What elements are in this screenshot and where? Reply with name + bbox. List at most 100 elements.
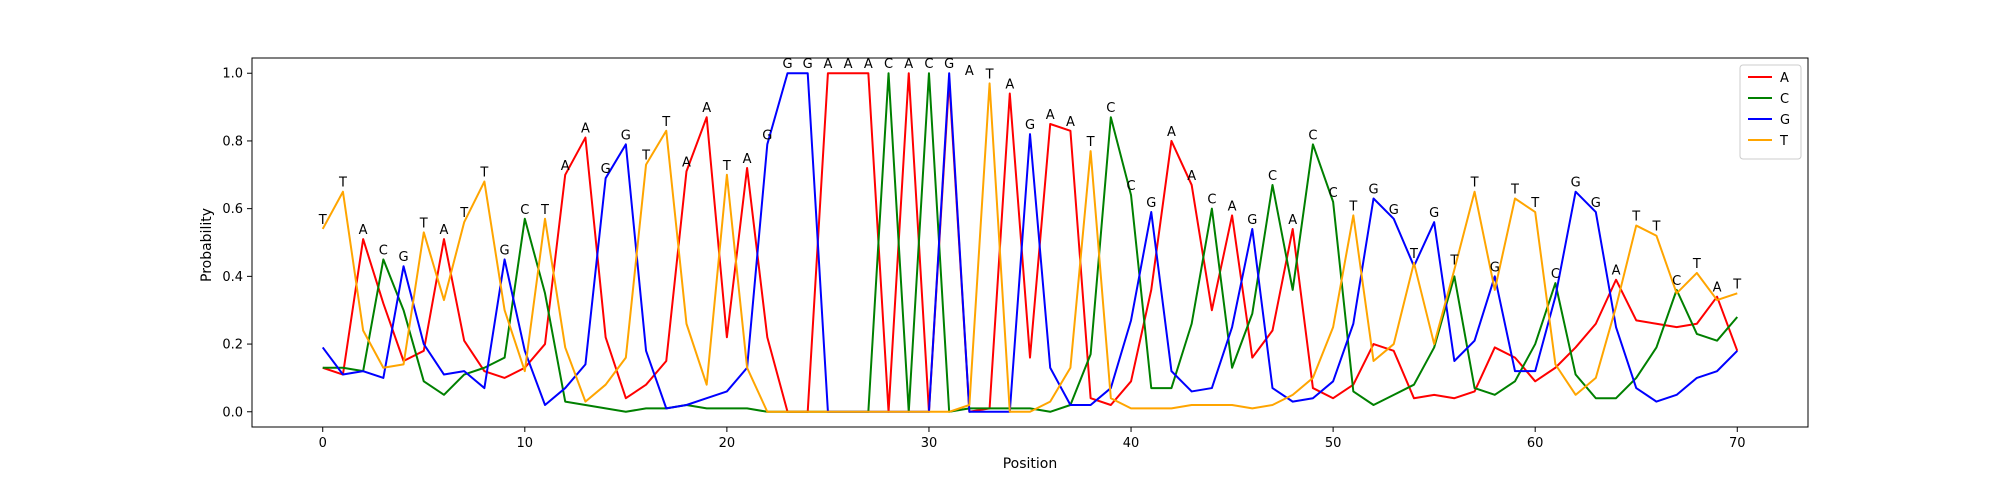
base-label-38: T xyxy=(1086,135,1095,150)
y-tick-label: 0.8 xyxy=(222,134,243,149)
x-tick-label: 70 xyxy=(1729,436,1746,451)
x-axis-label: Position xyxy=(1003,456,1058,472)
base-label-55: G xyxy=(1429,206,1439,221)
base-label-5: T xyxy=(419,216,428,231)
y-tick-label: 0.2 xyxy=(222,338,243,353)
base-label-28: C xyxy=(884,57,893,72)
base-label-25: A xyxy=(823,57,832,72)
base-label-62: G xyxy=(1571,176,1581,191)
base-label-32: A xyxy=(965,64,974,79)
base-label-30: C xyxy=(924,57,933,72)
base-label-53: G xyxy=(1389,203,1399,218)
base-label-43: A xyxy=(1187,169,1196,184)
base-label-50: C xyxy=(1329,186,1338,201)
base-label-51: T xyxy=(1348,199,1357,214)
y-tick-label: 0.0 xyxy=(222,405,243,420)
base-label-68: T xyxy=(1692,257,1701,272)
base-label-37: A xyxy=(1066,115,1075,130)
legend-label-g: G xyxy=(1780,113,1790,128)
x-tick-label: 50 xyxy=(1325,436,1342,451)
base-label-41: G xyxy=(1146,196,1156,211)
base-label-65: T xyxy=(1631,210,1640,225)
base-label-42: A xyxy=(1167,125,1176,140)
base-label-60: T xyxy=(1530,196,1539,211)
series-line-c xyxy=(322,72,1739,413)
base-label-9: G xyxy=(500,243,510,258)
base-label-54: T xyxy=(1409,247,1418,262)
base-label-34: A xyxy=(1005,78,1014,93)
base-label-35: G xyxy=(1025,118,1035,133)
base-label-48: A xyxy=(1288,213,1297,228)
base-label-15: G xyxy=(621,128,631,143)
series-line-t xyxy=(321,82,1738,413)
base-label-44: C xyxy=(1207,193,1216,208)
series-line-a xyxy=(322,72,1739,413)
base-label-7: T xyxy=(459,206,468,221)
base-label-61: C xyxy=(1551,267,1560,282)
base-label-46: G xyxy=(1247,213,1257,228)
base-label-45: A xyxy=(1228,199,1237,214)
x-tick-label: 30 xyxy=(921,436,938,451)
base-label-49: C xyxy=(1308,128,1317,143)
base-label-11: T xyxy=(540,203,549,218)
base-label-52: G xyxy=(1368,182,1378,197)
x-tick-label: 0 xyxy=(319,436,327,451)
base-label-40: C xyxy=(1127,179,1136,194)
y-tick-label: 0.4 xyxy=(222,270,243,285)
base-label-69: A xyxy=(1713,281,1722,296)
base-label-6: A xyxy=(440,223,449,238)
x-tick-label: 20 xyxy=(719,436,736,451)
legend-label-c: C xyxy=(1780,92,1789,107)
base-label-22: G xyxy=(762,128,772,143)
base-label-66: T xyxy=(1651,220,1660,235)
base-label-26: A xyxy=(844,57,853,72)
base-label-58: G xyxy=(1490,260,1500,275)
series-line-g xyxy=(321,72,1738,413)
base-label-20: T xyxy=(722,159,731,174)
base-label-4: G xyxy=(399,250,409,265)
base-label-0: T xyxy=(318,213,327,228)
base-label-59: T xyxy=(1510,182,1519,197)
base-label-67: C xyxy=(1672,274,1681,289)
base-label-21: A xyxy=(743,152,752,167)
base-label-18: A xyxy=(682,155,691,170)
base-label-10: C xyxy=(520,203,529,218)
base-label-27: A xyxy=(864,57,873,72)
x-tick-label: 60 xyxy=(1527,436,1544,451)
base-label-16: T xyxy=(641,149,650,164)
legend-label-a: A xyxy=(1780,71,1789,86)
base-label-23: G xyxy=(782,57,792,72)
legend-box xyxy=(1739,64,1802,160)
base-label-57: T xyxy=(1470,176,1479,191)
base-label-36: A xyxy=(1046,108,1055,123)
y-axis-label: Probability xyxy=(199,208,215,282)
legend-label-t: T xyxy=(1779,134,1788,149)
base-label-70: T xyxy=(1732,277,1741,292)
base-label-29: A xyxy=(904,57,913,72)
base-label-24: G xyxy=(803,57,813,72)
base-label-56: T xyxy=(1449,254,1458,269)
base-label-31: G xyxy=(944,57,954,72)
x-tick-label: 40 xyxy=(1123,436,1140,451)
base-label-13: A xyxy=(581,122,590,137)
base-label-1: T xyxy=(338,176,347,191)
base-label-63: G xyxy=(1591,196,1601,211)
base-label-12: A xyxy=(561,159,570,174)
plot-frame xyxy=(251,57,1809,428)
y-tick-label: 0.6 xyxy=(222,202,243,217)
y-tick-label: 1.0 xyxy=(222,67,243,82)
axes-layer: 0 10 20 30 40 50 60 70 0.0 0.2 0.4 0.6 0.8 1.0 xyxy=(222,57,1809,451)
base-label-47: C xyxy=(1268,169,1277,184)
base-label-2: A xyxy=(359,223,368,238)
base-label-14: G xyxy=(601,162,611,177)
base-label-19: A xyxy=(702,101,711,116)
base-label-39: C xyxy=(1106,101,1115,116)
base-label-64: A xyxy=(1612,264,1621,279)
base-label-8: T xyxy=(479,166,488,181)
series-layer xyxy=(321,72,1739,413)
base-label-3: C xyxy=(379,243,388,258)
x-tick-label: 10 xyxy=(517,436,534,451)
